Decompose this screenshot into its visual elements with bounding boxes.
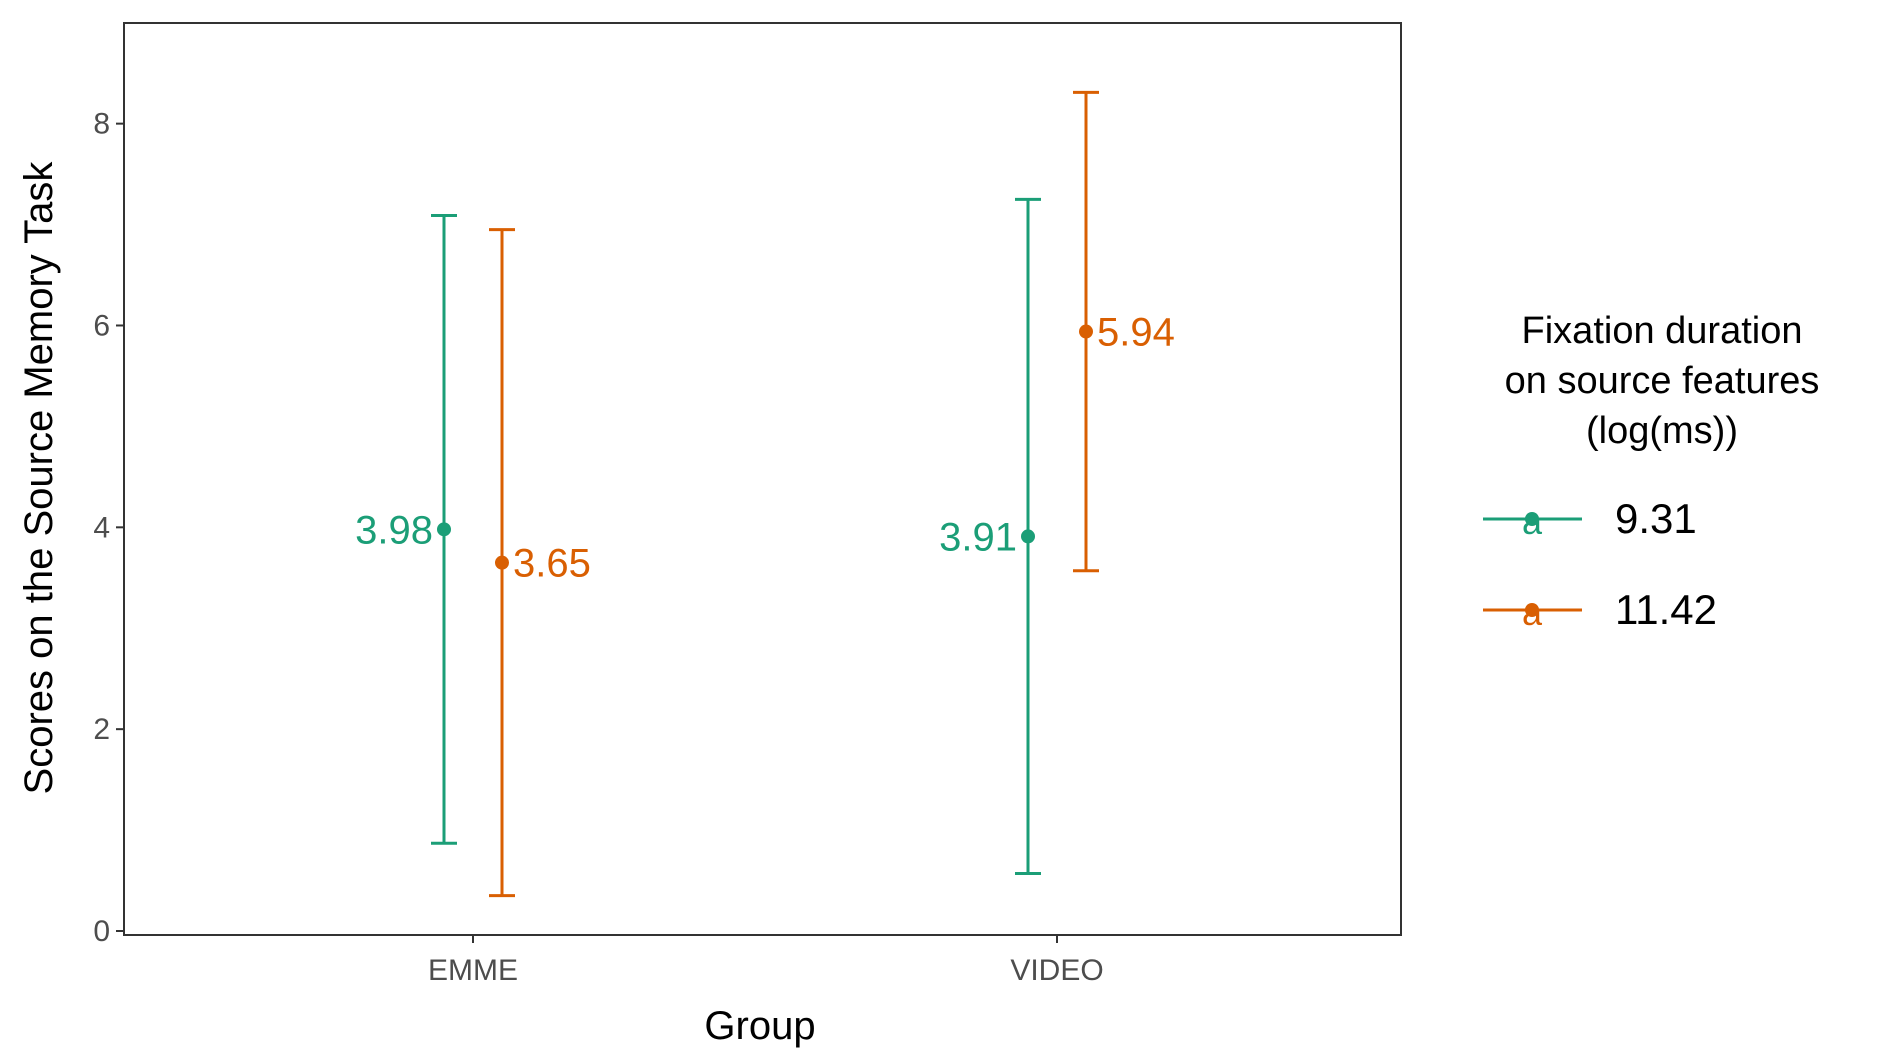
data-point: [1021, 529, 1035, 544]
x-tick-label: EMME: [428, 954, 518, 987]
data-point: [1079, 324, 1093, 339]
x-tick-label: VIDEO: [1010, 954, 1103, 987]
legend-entry-label: 11.42: [1615, 586, 1717, 633]
legend-title-line-3: (log(ms)): [1586, 410, 1738, 452]
legend-key-glyph: a: [1522, 501, 1543, 542]
y-axis-label: Scores on the Source Memory Task: [17, 161, 61, 795]
axes: Scores on the Source Memory Task Group 0…: [17, 22, 1402, 1048]
legend-key-glyph: a: [1522, 592, 1543, 633]
legend: Fixation duration on source features (lo…: [1483, 310, 1819, 633]
legend-title-line-1: Fixation duration: [1522, 310, 1803, 352]
y-tick-label: 8: [93, 108, 110, 141]
legend-key-point: [1525, 512, 1539, 526]
data-label: 5.94: [1097, 311, 1175, 355]
data-point: [495, 555, 509, 570]
plot-area: 3.98 3.91 3.65 5.94: [355, 90, 1175, 898]
data-label: 3.65: [513, 542, 591, 586]
data-label: 3.98: [355, 508, 433, 552]
data-point: [437, 522, 451, 537]
data-label: 3.91: [939, 515, 1017, 559]
y-tick-label: 2: [93, 713, 110, 746]
y-tick-label: 4: [93, 511, 110, 544]
y-tick-label: 6: [93, 309, 110, 342]
y-tick-label: 0: [93, 915, 110, 948]
legend-title-line-2: on source features: [1505, 360, 1820, 402]
x-axis-label: Group: [704, 1004, 815, 1048]
panel-border: [123, 22, 1402, 936]
legend-key-point: [1525, 603, 1539, 617]
legend-entry-label: 9.31: [1615, 495, 1697, 542]
